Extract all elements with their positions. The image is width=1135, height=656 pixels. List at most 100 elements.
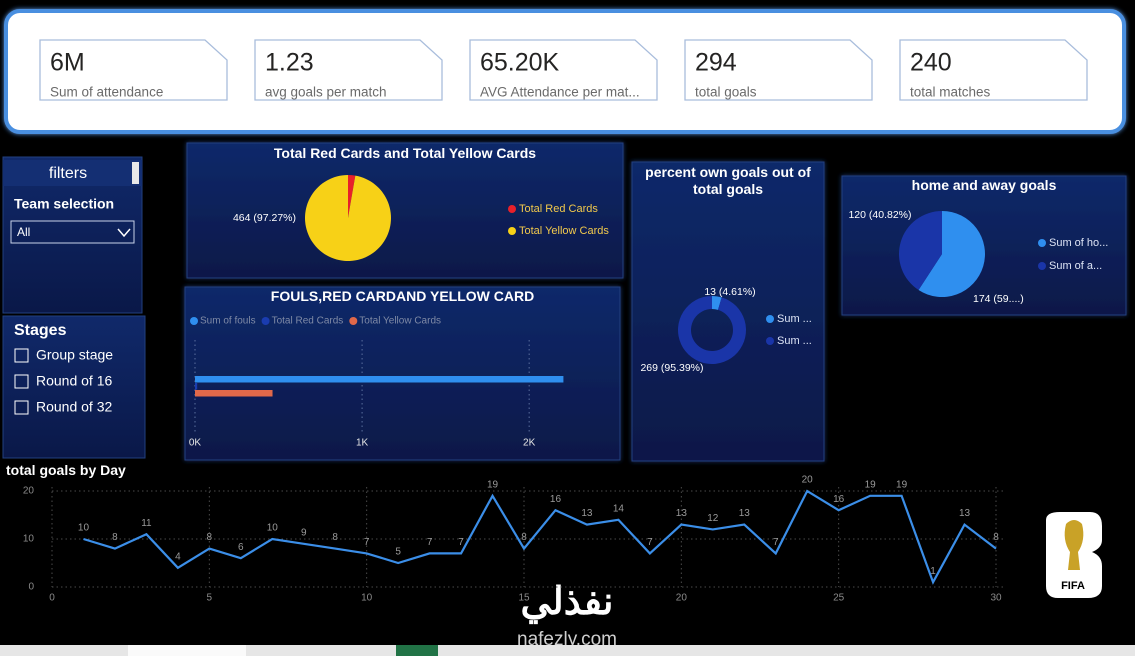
data-label: 13 (4.61%) — [704, 286, 755, 298]
data-label: 16 — [550, 494, 562, 505]
stage-label[interactable]: Round of 32 — [36, 399, 112, 415]
chart-title: percent own goals out of total goals — [645, 164, 811, 197]
data-label: 8 — [207, 532, 213, 543]
legend-label: Sum of fouls — [200, 316, 256, 327]
data-label: 8 — [521, 532, 527, 543]
donut-slice — [677, 296, 746, 364]
tab-active[interactable] — [396, 645, 438, 656]
legend-marker — [766, 315, 774, 323]
data-label: 4 — [175, 551, 181, 562]
kpi-label: AVG Attendance per mat... — [480, 85, 640, 100]
kpi-value: 240 — [910, 49, 952, 77]
team-value[interactable]: All — [17, 225, 30, 239]
kpi-card — [254, 39, 443, 101]
bar — [195, 383, 198, 390]
legend-label: Sum of ho... — [1049, 237, 1108, 249]
chart-title: home and away goals — [911, 177, 1057, 193]
y-tick-label: 10 — [23, 534, 35, 545]
checkbox[interactable] — [14, 348, 29, 363]
data-label: 120 (40.82%) — [848, 209, 911, 221]
data-label: 269 (95.39%) — [640, 362, 703, 374]
legend-marker — [261, 317, 270, 325]
legend-marker — [508, 205, 516, 213]
x-tick-label: 1K — [356, 438, 369, 449]
x-tick-label: 2K — [523, 438, 536, 449]
kpi-card — [899, 39, 1088, 101]
chart-title: FOULS,RED CARDAND YELLOW CARD — [270, 288, 535, 304]
kpi-value: 65.20K — [480, 49, 560, 77]
y-tick-label: 20 — [23, 486, 35, 497]
donut-slice — [712, 296, 722, 310]
filter-title: filters — [49, 165, 87, 182]
logo: FIFA — [1046, 512, 1102, 598]
data-label: 16 — [833, 494, 845, 505]
data-label: 13 — [739, 508, 751, 519]
data-label: 7 — [364, 537, 370, 548]
data-label: 7 — [647, 537, 653, 548]
data-label: 19 — [865, 479, 877, 490]
team-label: Team selection — [14, 196, 114, 212]
pie-slice — [918, 211, 985, 297]
chart-title: total goals by Day — [6, 462, 126, 478]
chart-title: Total Red Cards and Total Yellow Cards — [273, 145, 537, 161]
legend-marker — [508, 227, 516, 235]
x-tick-label: 15 — [518, 593, 530, 604]
team-dropdown[interactable] — [10, 220, 135, 244]
legend-label: Sum ... — [777, 335, 812, 347]
stages-panel — [2, 315, 146, 459]
x-tick-label: 0K — [189, 438, 202, 449]
checkbox[interactable] — [14, 374, 29, 389]
data-label: 14 — [613, 503, 625, 514]
data-label: 8 — [112, 532, 118, 543]
data-label: 1 — [930, 566, 936, 577]
stage-label[interactable]: Group stage — [36, 347, 113, 363]
kpi-label: total matches — [910, 85, 991, 100]
x-tick-label: 10 — [361, 593, 373, 604]
watermark-brand: نفذلي — [521, 581, 614, 624]
pie-slice — [898, 211, 942, 291]
data-label: 13 — [581, 508, 593, 519]
bar — [195, 376, 564, 383]
kpi-card — [39, 39, 228, 101]
kpi-value: 1.23 — [265, 49, 314, 77]
data-label: 9 — [301, 527, 307, 538]
tab[interactable] — [128, 645, 246, 656]
legend-marker — [190, 317, 198, 325]
legend-label: Total Red Cards — [519, 203, 598, 215]
x-tick-label: 25 — [833, 593, 845, 604]
legend-marker — [349, 317, 358, 325]
data-label: 20 — [802, 475, 814, 486]
logo-text: FIFA — [1061, 580, 1085, 592]
data-label: 5 — [395, 547, 401, 558]
data-label: 464 (97.27%) — [233, 212, 296, 224]
checkbox[interactable] — [14, 400, 29, 415]
data-label: 11 — [141, 518, 152, 529]
legend-label: Total Yellow Cards — [519, 225, 609, 237]
x-tick-label: 0 — [49, 593, 55, 604]
x-tick-label: 5 — [207, 593, 213, 604]
pie-slice — [305, 175, 392, 261]
filter-header — [3, 160, 142, 186]
legend-marker — [1038, 239, 1046, 247]
stage-label[interactable]: Round of 16 — [36, 373, 112, 389]
y-tick-label: 0 — [28, 582, 34, 593]
kpi-label: avg goals per match — [265, 85, 387, 100]
kpi-value: 294 — [695, 49, 737, 77]
bar — [195, 390, 273, 397]
data-label: 12 — [707, 513, 719, 524]
data-label: 10 — [78, 523, 90, 534]
data-label: 8 — [332, 532, 338, 543]
stages-title: Stages — [14, 322, 67, 339]
watermark-site: nafezly.com — [517, 629, 617, 650]
dropdown-chevron[interactable] — [117, 228, 131, 238]
chart-panel — [186, 142, 624, 279]
scrollbar — [132, 162, 139, 184]
kpi-label: Sum of attendance — [50, 85, 163, 100]
chart-panel — [184, 286, 621, 461]
legend-marker — [1038, 262, 1046, 270]
data-label: 6 — [238, 542, 244, 553]
